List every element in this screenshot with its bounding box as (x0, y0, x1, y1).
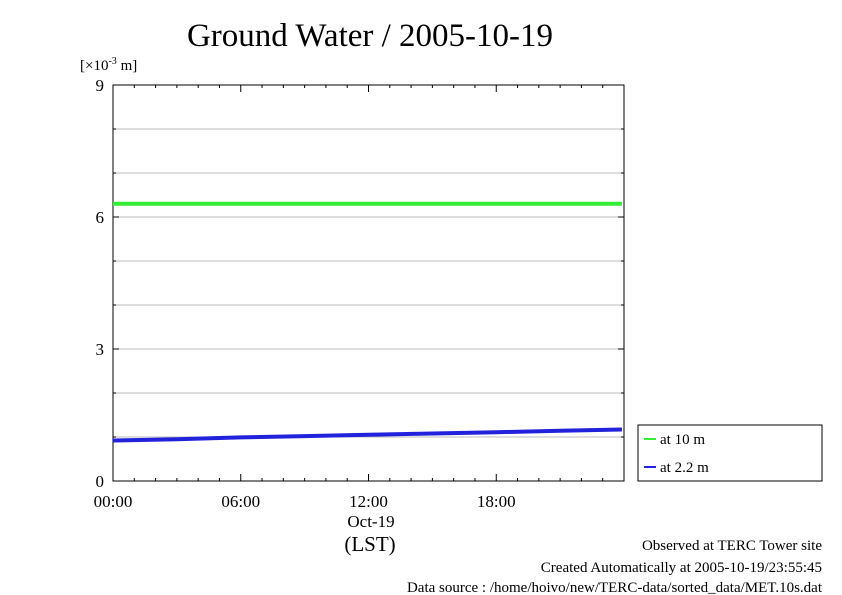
legend-label: at 10 m (660, 432, 705, 448)
y-tick-label: 3 (96, 340, 105, 359)
plot-frame (112, 84, 625, 482)
series-line-2 (112, 427, 622, 443)
x-axis-label: (LST) (344, 532, 395, 556)
y-tick-label: 9 (96, 76, 105, 95)
x-tick-label: 06:00 (221, 492, 260, 511)
footer-source: Data source : /home/hoivo/new/TERC-data/… (407, 580, 823, 595)
series-lines (112, 201, 622, 443)
footer-created: Created Automatically at 2005-10-19/23:5… (541, 560, 822, 576)
gridlines (113, 128, 624, 438)
y-tick-label: 0 (96, 472, 105, 491)
x-tick-label: 12:00 (349, 492, 388, 511)
x-tick-label: 18:00 (477, 492, 516, 511)
chart-title: Ground Water / 2005-10-19 (187, 18, 553, 54)
x-date-label: Oct-19 (347, 512, 394, 531)
axes: 0 3 6 9 00:00 06:00 12:00 18:00 (94, 76, 625, 511)
legend: at 10 m at 2.2 m (637, 424, 823, 482)
y-tick-label: 6 (96, 208, 105, 227)
legend-box (637, 424, 823, 482)
x-tick-label: 00:00 (94, 492, 133, 511)
y-unit-label: [×10-3 m] (80, 56, 137, 74)
footer-observed: Observed at TERC Tower site (642, 538, 822, 554)
legend-label: at 2.2 m (660, 460, 709, 476)
